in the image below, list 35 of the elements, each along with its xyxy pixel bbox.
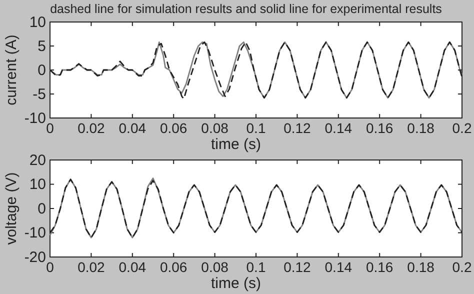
y-axis-title: voltage (V) (3, 172, 20, 245)
y-tick-label: 10 (29, 14, 46, 31)
y-tick-label: 20 (29, 152, 46, 169)
x-axis-title: time (s) (211, 275, 261, 292)
x-tick-label: 0.02 (78, 258, 106, 275)
y-tick-label: -20 (24, 248, 46, 266)
y-tick-label: -5 (32, 86, 46, 103)
x-tick-label: 0.18 (407, 258, 435, 275)
x-tick-label: 0.2 (452, 120, 472, 136)
x-tick-label: 0.08 (201, 120, 229, 136)
x-tick-label: 0.04 (118, 258, 146, 275)
x-tick-label: 0.06 (160, 120, 188, 136)
y-tick-label: 5 (38, 38, 46, 55)
y-tick-label: -10 (24, 110, 46, 127)
x-axis-title: time (s) (211, 136, 261, 153)
x-tick-label: 0.18 (407, 120, 435, 136)
x-tick-label: 0.04 (118, 120, 146, 136)
x-tick-label: 0.12 (284, 258, 312, 275)
chart-title: dashed line for simulation results and solid line for experimental results (50, 2, 442, 16)
x-tick-label: 0.2 (452, 258, 472, 275)
x-tick-label: 0.14 (324, 120, 352, 136)
x-tick-label: 0.14 (324, 258, 352, 275)
x-tick-label: 0.06 (160, 258, 188, 275)
x-tick-label: 0.1 (246, 258, 266, 275)
y-tick-label: 10 (29, 176, 46, 194)
y-tick-label: 0 (38, 200, 46, 218)
x-tick-label: 0.16 (366, 258, 394, 275)
x-tick-label: 0.1 (246, 120, 266, 136)
y-tick-label: -10 (24, 224, 46, 242)
x-tick-label: 0.12 (284, 120, 312, 136)
y-axis-title: current (A) (3, 34, 20, 106)
y-tick-label: 0 (38, 62, 46, 79)
x-tick-label: 0.02 (78, 120, 106, 136)
x-tick-label: 0.08 (201, 258, 229, 275)
x-tick-label: 0.16 (366, 120, 394, 136)
